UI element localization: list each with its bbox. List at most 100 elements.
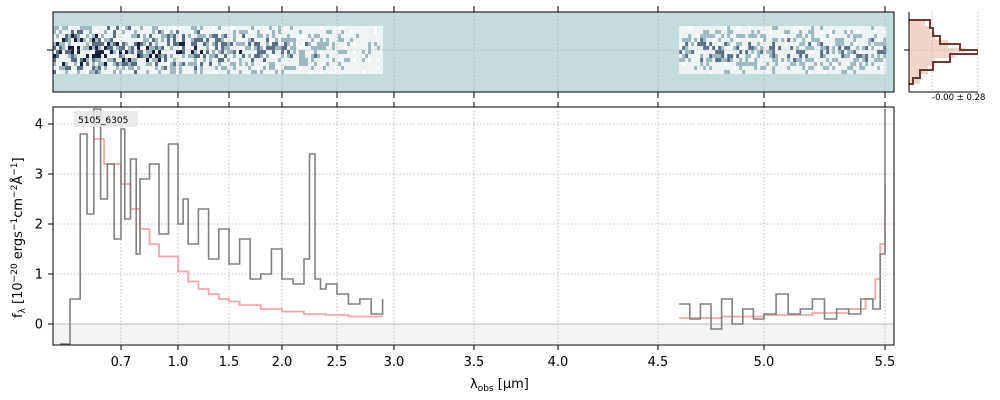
trace-pixel <box>718 42 722 46</box>
trace-pixel <box>191 66 194 70</box>
trace-pixel <box>167 46 170 50</box>
trace-pixel <box>706 34 710 38</box>
trace-pixel <box>62 54 65 58</box>
trace-pixel <box>353 42 356 46</box>
trace-pixel <box>808 38 812 42</box>
trace-pixel <box>122 26 125 30</box>
trace-pixel <box>284 62 287 66</box>
trace-pixel <box>350 30 353 34</box>
trace-pixel <box>688 46 692 50</box>
trace-pixel <box>119 50 122 54</box>
trace-pixel <box>143 54 146 58</box>
trace-pixel <box>248 46 251 50</box>
trace-pixel <box>278 58 281 62</box>
trace-pixel <box>254 62 257 66</box>
trace-pixel <box>104 58 107 62</box>
trace-pixel <box>377 38 380 42</box>
trace-pixel <box>68 30 71 34</box>
trace-pixel <box>203 58 206 62</box>
trace-pixel <box>251 34 254 38</box>
trace-pixel <box>137 46 140 50</box>
trace-pixel <box>167 54 170 58</box>
trace-pixel <box>874 30 878 34</box>
trace-pixel <box>862 58 866 62</box>
trace-pixel <box>724 34 728 38</box>
trace-pixel <box>305 34 308 38</box>
trace-pixel <box>763 38 767 42</box>
trace-pixel <box>221 42 224 46</box>
trace-pixel <box>134 54 137 58</box>
trace-pixel <box>685 42 689 46</box>
trace-pixel <box>65 70 68 74</box>
trace-pixel <box>239 34 242 38</box>
trace-pixel <box>739 58 743 62</box>
trace-pixel <box>733 34 737 38</box>
trace-pixel <box>95 26 98 30</box>
trace-pixel <box>221 70 224 74</box>
trace-pixel <box>206 46 209 50</box>
trace-pixel <box>790 62 794 66</box>
trace-pixel <box>715 58 719 62</box>
trace-pixel <box>706 30 710 34</box>
trace-pixel <box>682 38 686 42</box>
trace-pixel <box>781 62 785 66</box>
trace-pixel <box>278 34 281 38</box>
trace-pixel <box>362 50 365 54</box>
trace-pixel <box>230 62 233 66</box>
trace-pixel <box>161 70 164 74</box>
trace-pixel <box>314 66 317 70</box>
trace-pixel <box>880 50 884 54</box>
trace-pixel <box>158 62 161 66</box>
trace-pixel <box>688 38 692 42</box>
trace-pixel <box>308 42 311 46</box>
trace-pixel <box>194 42 197 46</box>
trace-pixel <box>805 42 809 46</box>
trace-pixel <box>883 54 887 58</box>
trace-pixel <box>305 50 308 54</box>
trace-pixel <box>787 58 791 62</box>
trace-pixel <box>311 70 314 74</box>
trace-pixel <box>212 38 215 42</box>
trace-pixel <box>721 38 725 42</box>
trace-pixel <box>74 34 77 38</box>
trace-pixel <box>89 42 92 46</box>
trace-pixel <box>338 70 341 74</box>
trace-pixel <box>146 30 149 34</box>
trace-pixel <box>775 26 779 30</box>
profile-data-line <box>909 19 978 85</box>
trace-pixel <box>371 54 374 58</box>
trace-pixel <box>131 34 134 38</box>
trace-pixel <box>278 38 281 42</box>
trace-pixel <box>817 34 821 38</box>
trace-pixel <box>362 66 365 70</box>
trace-pixel <box>832 46 836 50</box>
trace-pixel <box>170 70 173 74</box>
trace-pixel <box>359 26 362 30</box>
trace-pixel <box>101 58 104 62</box>
trace-pixel <box>347 34 350 38</box>
trace-pixel <box>101 26 104 30</box>
trace-pixel <box>329 34 332 38</box>
trace-pixel <box>299 70 302 74</box>
trace-pixel <box>871 46 875 50</box>
trace-pixel <box>778 54 782 58</box>
trace-pixel <box>796 30 800 34</box>
trace-pixel <box>209 30 212 34</box>
trace-pixel <box>841 42 845 46</box>
trace-pixel <box>338 54 341 58</box>
trace-pixel <box>880 26 884 30</box>
trace-pixel <box>844 42 848 46</box>
trace-pixel <box>811 38 815 42</box>
trace-pixel <box>329 46 332 50</box>
trace-pixel <box>209 38 212 42</box>
trace-pixel <box>685 58 689 62</box>
trace-pixel <box>733 30 737 34</box>
trace-pixel <box>188 70 191 74</box>
trace-pixel <box>266 54 269 58</box>
trace-pixel <box>128 34 131 38</box>
trace-pixel <box>805 66 809 70</box>
trace-pixel <box>691 26 695 30</box>
trace-pixel <box>772 66 776 70</box>
trace-pixel <box>278 30 281 34</box>
trace-pixel <box>53 62 56 66</box>
